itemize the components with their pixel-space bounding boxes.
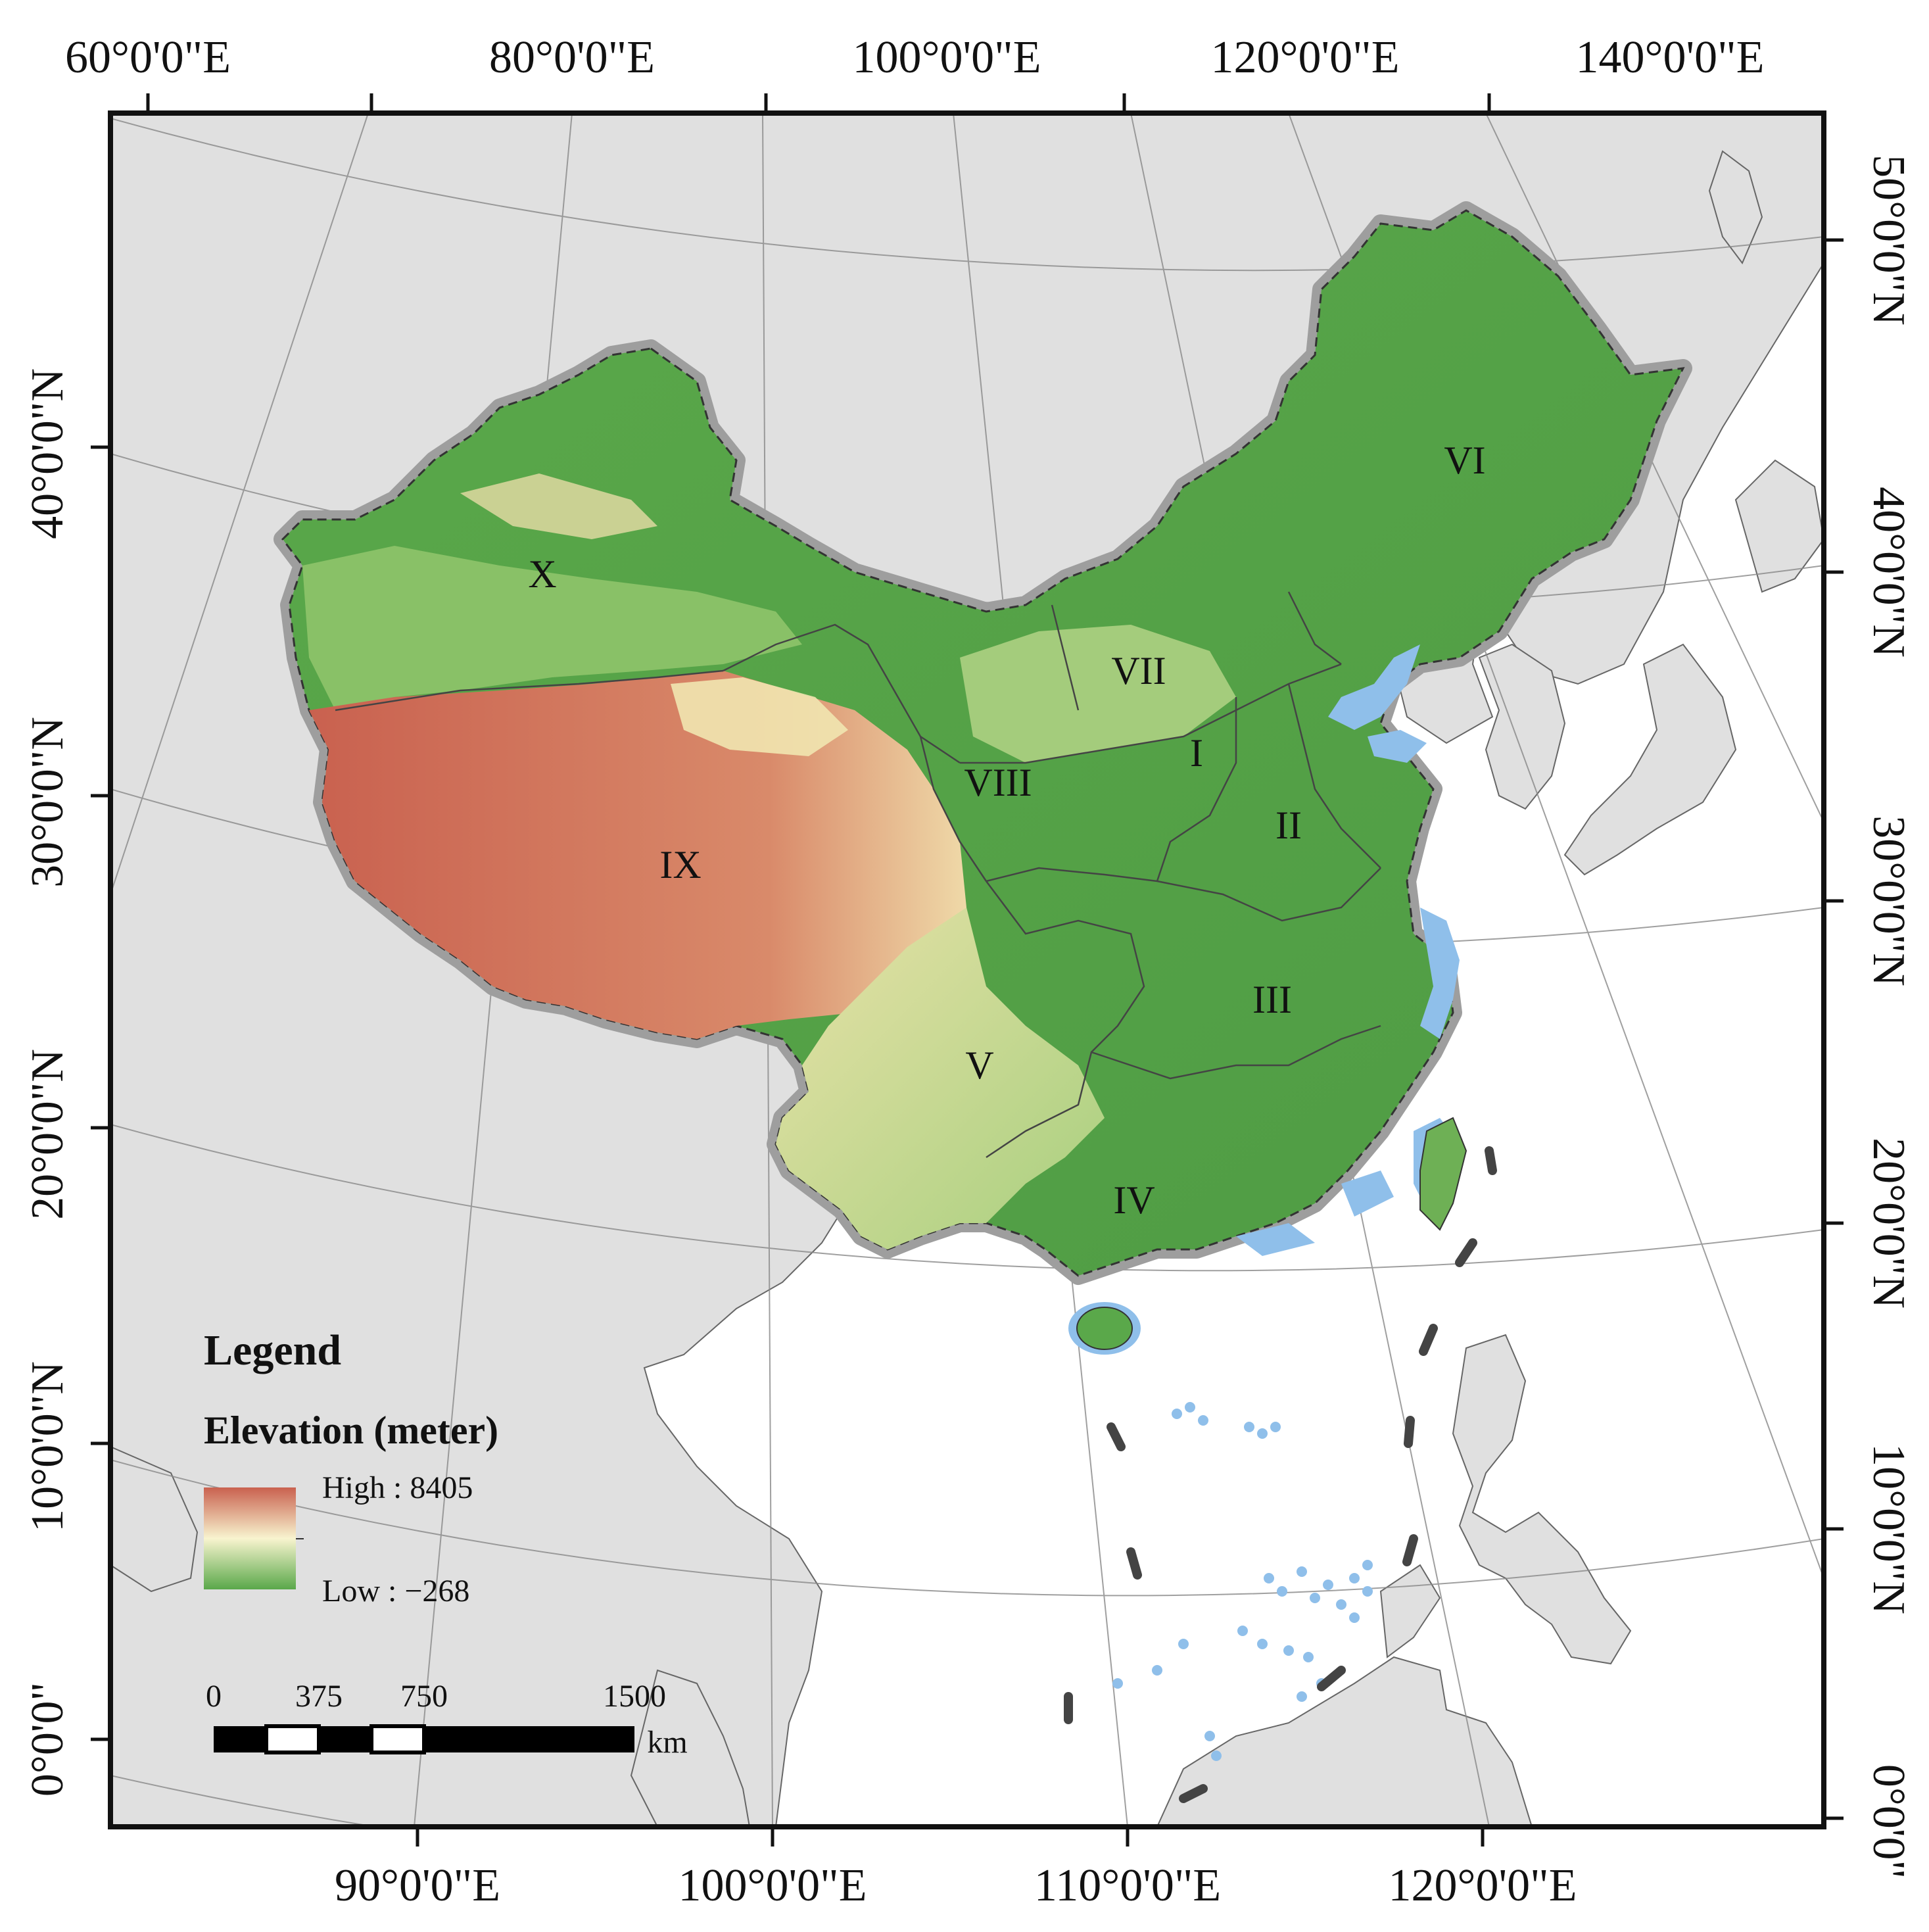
bottom-axis: 90°0'0"E 100°0'0"E 110°0'0"E 120°0'0"E	[335, 1860, 1577, 1911]
scale-segment	[369, 1724, 426, 1754]
scale-segment	[264, 1724, 321, 1754]
left-axis-label: 0°0'0"	[22, 1682, 73, 1797]
top-axis: 60°0'0"E 80°0'0"E 100°0'0"E 120°0'0"E 14…	[65, 32, 1764, 83]
right-axis-label: 50°0'0"N	[1863, 155, 1914, 326]
scale-bar: 0 375 750 1500 km	[206, 1679, 688, 1760]
scale-label: 1500	[603, 1679, 666, 1714]
right-axis-label: 0°0'0"	[1863, 1764, 1914, 1879]
taiwan	[1419, 1117, 1467, 1231]
map-body: X VI VII I VIII II IX III V IV	[110, 113, 1824, 1827]
left-axis-label: 20°0'0"N	[22, 1049, 73, 1220]
region-labels: X VI VII I VIII II IX III V IV	[528, 439, 1485, 1222]
tianshan-ridge	[460, 473, 657, 539]
scale-label: 750	[400, 1679, 448, 1714]
left-axis-label: 10°0'0"N	[22, 1361, 73, 1532]
left-axis: 40°0'0"N 30°0'0"N 20°0'0"N 10°0'0"N 0°0'…	[22, 368, 73, 1797]
loess-plateau	[960, 625, 1236, 763]
top-axis-label: 120°0'0"E	[1211, 32, 1400, 83]
top-axis-label: 140°0'0"E	[1576, 32, 1765, 83]
region-label: I	[1190, 731, 1203, 775]
tibet-plateau	[309, 671, 966, 1039]
region-label: VII	[1111, 649, 1166, 692]
scale-segment	[424, 1726, 634, 1752]
map-frame	[108, 110, 1826, 1829]
legend-high-label: High : 8405	[322, 1470, 473, 1505]
legend-color-ramp	[204, 1487, 296, 1589]
right-axis-label: 30°0'0"N	[1863, 815, 1914, 986]
top-axis-label: 100°0'0"E	[853, 32, 1041, 83]
right-axis-label: 40°0'0"N	[1863, 487, 1914, 658]
bottom-axis-label: 120°0'0"E	[1389, 1860, 1577, 1911]
scale-segment	[214, 1726, 266, 1752]
frame-ticks	[91, 93, 1844, 1847]
legend: Legend Elevation (meter) High : 8405 Low…	[204, 1326, 498, 1608]
right-axis-label: 10°0'0"N	[1863, 1443, 1914, 1614]
scale-label: 0	[206, 1679, 222, 1714]
region-label: X	[528, 552, 556, 596]
region-label: V	[965, 1044, 993, 1087]
region-label: II	[1275, 804, 1302, 847]
top-axis-label: 60°0'0"E	[65, 32, 231, 83]
bottom-axis-label: 110°0'0"E	[1034, 1860, 1221, 1911]
top-axis-label: 80°0'0"E	[489, 32, 655, 83]
left-axis-label: 40°0'0"N	[22, 368, 73, 539]
region-label: VIII	[964, 761, 1032, 804]
bottom-axis-label: 90°0'0"E	[335, 1860, 500, 1911]
qaidam-basin	[671, 677, 848, 756]
region-boundaries	[335, 591, 1381, 1159]
legend-low-label: Low : −268	[322, 1574, 469, 1608]
scale-label: 375	[295, 1679, 343, 1714]
xinjiang-basin	[302, 546, 802, 710]
left-axis-label: 30°0'0"N	[22, 717, 73, 888]
right-axis-label: 20°0'0"N	[1863, 1138, 1914, 1309]
right-axis: 50°0'0"N 40°0'0"N 30°0'0"N 20°0'0"N 10°0…	[1863, 155, 1914, 1879]
nine-dash-line	[1064, 1146, 1497, 1803]
region-label: III	[1252, 978, 1292, 1021]
legend-title: Legend	[204, 1326, 341, 1374]
scale-segment	[319, 1726, 371, 1752]
region-label: IV	[1113, 1178, 1155, 1222]
region-label: IX	[659, 843, 701, 886]
legend-elevation-title: Elevation (meter)	[204, 1409, 498, 1452]
yunnan-plateau	[776, 907, 1105, 1249]
scale-unit: km	[647, 1725, 687, 1760]
bottom-axis-label: 100°0'0"E	[679, 1860, 867, 1911]
hainan	[1076, 1307, 1133, 1350]
region-label: VI	[1444, 439, 1485, 482]
